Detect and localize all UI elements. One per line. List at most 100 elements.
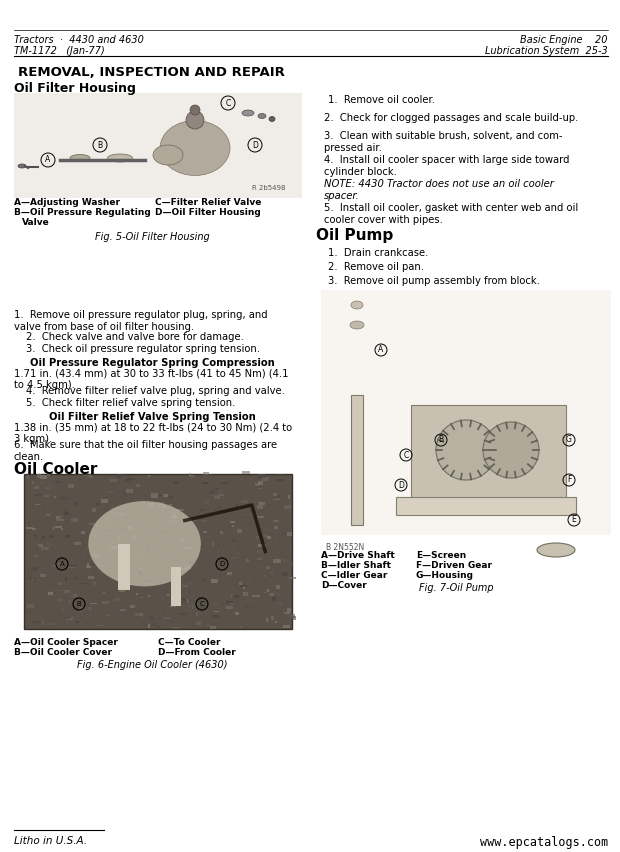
Bar: [265, 618, 268, 622]
Bar: [262, 477, 269, 481]
Bar: [287, 607, 291, 612]
Text: G: G: [566, 435, 572, 445]
Bar: [260, 527, 265, 528]
Bar: [32, 481, 34, 484]
Bar: [65, 590, 67, 591]
Bar: [263, 533, 268, 537]
Bar: [38, 544, 43, 547]
Bar: [14, 93, 302, 198]
Bar: [156, 547, 161, 548]
Bar: [196, 621, 202, 625]
Text: Lubrication System  25-3: Lubrication System 25-3: [485, 46, 608, 56]
Bar: [46, 533, 49, 536]
Text: A: A: [378, 346, 384, 354]
Bar: [188, 583, 193, 584]
Bar: [118, 513, 125, 516]
Bar: [79, 583, 86, 584]
Bar: [257, 516, 264, 518]
Bar: [200, 520, 208, 521]
Bar: [278, 474, 284, 476]
Bar: [136, 592, 138, 595]
Bar: [275, 621, 277, 622]
Bar: [148, 625, 151, 628]
Bar: [276, 585, 280, 589]
Bar: [190, 519, 195, 520]
Bar: [229, 603, 234, 604]
Bar: [108, 521, 113, 522]
Bar: [213, 595, 215, 596]
Bar: [78, 479, 82, 481]
Bar: [179, 585, 180, 586]
Bar: [203, 500, 210, 504]
Bar: [107, 532, 113, 534]
Bar: [255, 531, 259, 532]
Bar: [117, 475, 122, 478]
Bar: [182, 585, 188, 587]
Bar: [111, 512, 117, 516]
Bar: [89, 523, 95, 525]
Bar: [285, 598, 291, 601]
Bar: [126, 490, 133, 493]
Bar: [208, 491, 214, 493]
Bar: [37, 474, 41, 477]
Text: B: B: [97, 141, 102, 149]
Bar: [58, 582, 62, 585]
Bar: [221, 482, 229, 484]
Bar: [40, 574, 46, 577]
Bar: [144, 580, 148, 584]
Text: 3.  Check oil pressure regulator spring tension.: 3. Check oil pressure regulator spring t…: [26, 344, 260, 354]
Bar: [32, 579, 38, 581]
Bar: [231, 521, 234, 523]
Bar: [257, 505, 263, 509]
Bar: [148, 579, 154, 582]
Bar: [69, 584, 71, 586]
Bar: [210, 474, 211, 475]
Ellipse shape: [88, 501, 201, 586]
Bar: [192, 605, 193, 608]
Bar: [257, 550, 264, 554]
Bar: [32, 528, 35, 530]
Text: D: D: [219, 561, 224, 567]
Bar: [96, 503, 99, 505]
Bar: [157, 531, 164, 533]
Bar: [138, 556, 140, 559]
Bar: [60, 516, 66, 518]
Ellipse shape: [242, 110, 254, 116]
Bar: [264, 500, 267, 503]
Bar: [210, 543, 213, 545]
Text: 1.  Remove oil pressure regulator plug, spring, and
valve from base of oil filte: 1. Remove oil pressure regulator plug, s…: [14, 310, 268, 331]
Bar: [105, 615, 110, 617]
Bar: [50, 623, 55, 625]
Bar: [275, 541, 278, 544]
Bar: [189, 475, 195, 477]
Bar: [188, 605, 191, 607]
Bar: [283, 625, 290, 628]
Bar: [211, 579, 218, 583]
Bar: [201, 509, 204, 510]
Bar: [56, 599, 63, 601]
Bar: [149, 616, 154, 619]
Bar: [174, 602, 176, 605]
Bar: [203, 472, 209, 475]
Bar: [55, 481, 61, 483]
Bar: [213, 602, 219, 606]
Text: 2.  Check valve and valve bore for damage.: 2. Check valve and valve bore for damage…: [26, 332, 244, 342]
Bar: [321, 290, 611, 535]
Text: 5.  Check filter relief valve spring tension.: 5. Check filter relief valve spring tens…: [26, 398, 236, 408]
Bar: [284, 505, 291, 509]
Bar: [104, 592, 105, 593]
Bar: [128, 584, 135, 587]
Bar: [51, 565, 57, 567]
Text: A: A: [45, 156, 51, 164]
Bar: [42, 536, 45, 538]
Bar: [214, 611, 219, 613]
Bar: [234, 596, 239, 598]
Bar: [157, 521, 161, 522]
Ellipse shape: [107, 154, 133, 162]
Bar: [185, 522, 187, 526]
Bar: [219, 508, 221, 509]
Bar: [144, 544, 146, 546]
Ellipse shape: [153, 145, 183, 165]
Bar: [130, 525, 131, 528]
Bar: [86, 523, 87, 525]
